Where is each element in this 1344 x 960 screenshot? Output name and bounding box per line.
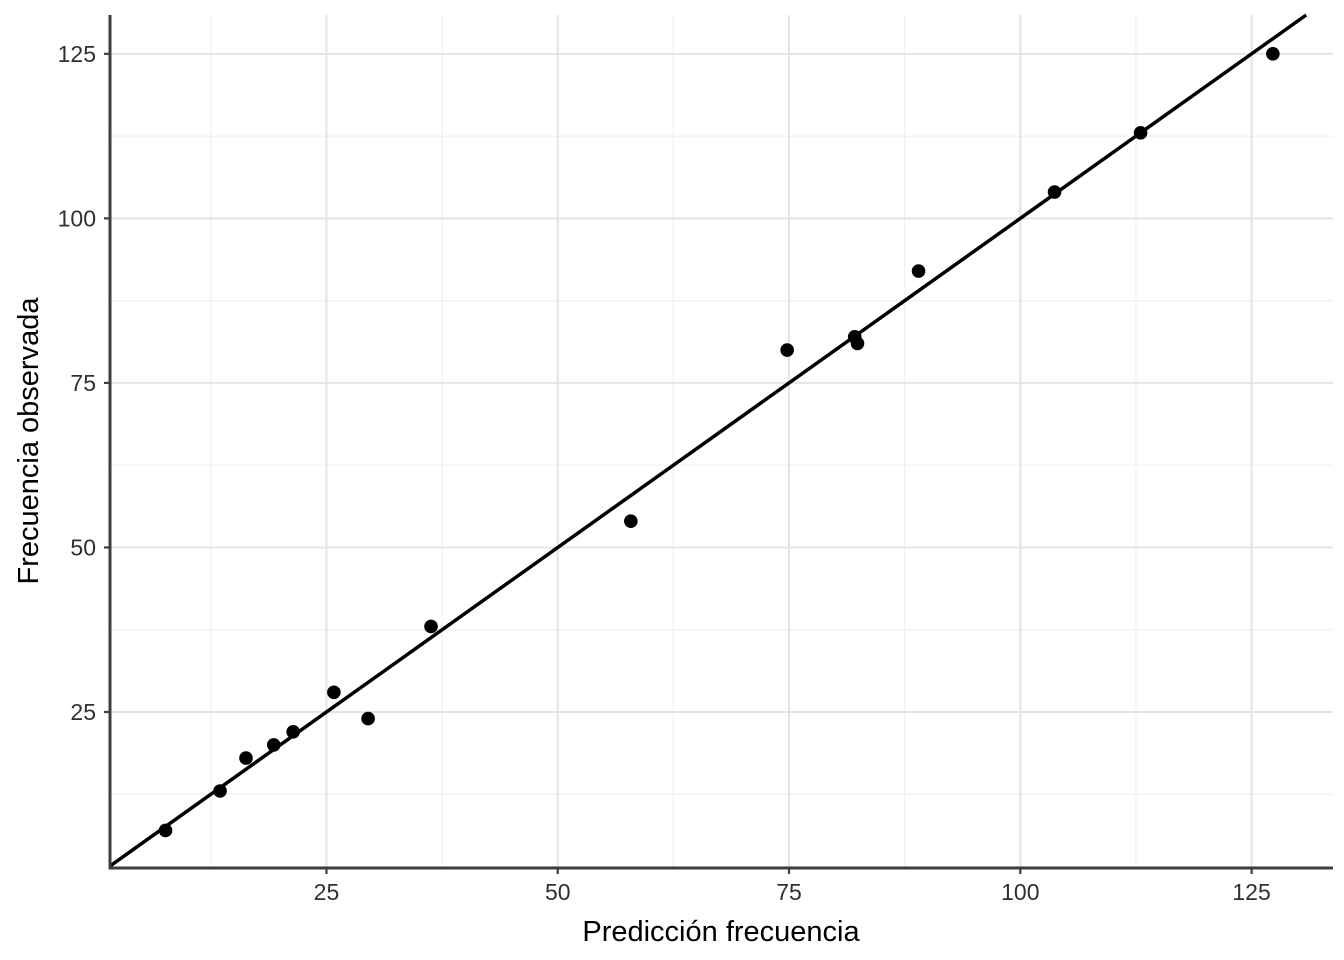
data-point: [911, 264, 926, 278]
data-point: [239, 751, 253, 765]
y-tick-label: 25: [70, 699, 96, 725]
data-point: [850, 336, 865, 351]
y-tick-label: 125: [58, 41, 96, 67]
data-point: [361, 711, 375, 726]
major-gridlines: [110, 15, 1333, 868]
x-axis-title: Predicción frecuencia: [582, 916, 860, 948]
x-tick-label: 50: [545, 879, 571, 905]
tick-labels-group: 25 50 75 100 125 25 50 75 100 125: [58, 41, 1271, 905]
x-tick-label: 100: [1001, 879, 1039, 905]
y-tick-label: 75: [70, 370, 96, 396]
data-point: [327, 685, 341, 700]
data-point: [780, 343, 794, 357]
minor-gridlines: [110, 15, 1333, 868]
x-tick-label: 75: [776, 879, 802, 905]
x-tick-label: 25: [314, 879, 340, 905]
points-group: [158, 47, 1280, 838]
y-axis-title: Frecuencia observada: [13, 297, 45, 585]
data-point: [624, 514, 638, 528]
data-point: [1047, 185, 1062, 199]
data-point: [1266, 47, 1280, 61]
y-tick-label: 50: [70, 534, 96, 560]
reference-line-group: [108, 13, 1308, 868]
data-point: [158, 823, 173, 838]
y-tick-label: 100: [58, 205, 96, 231]
x-tick-label: 125: [1232, 879, 1270, 905]
data-point: [424, 619, 438, 634]
data-point: [286, 724, 300, 739]
identity-line: [108, 13, 1308, 868]
data-point: [266, 738, 281, 752]
data-point: [1133, 126, 1148, 140]
axes-group: [104, 15, 1333, 874]
data-point: [213, 784, 227, 798]
